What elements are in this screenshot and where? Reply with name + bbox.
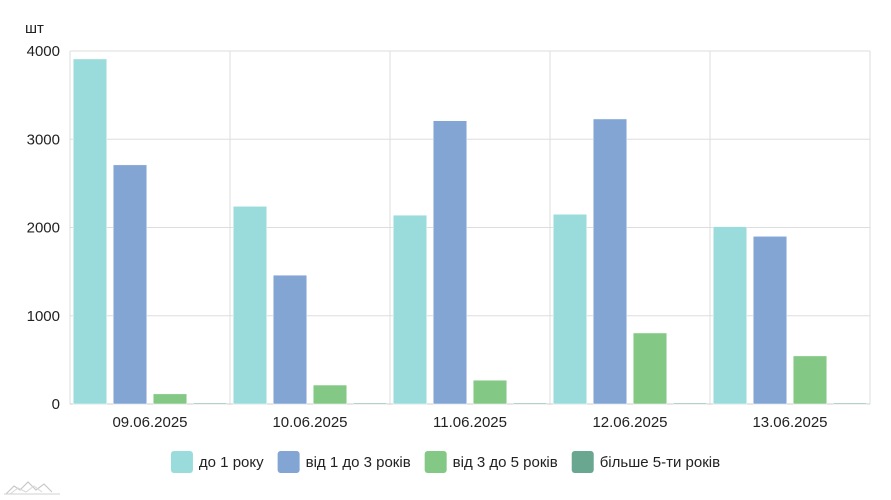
y-tick-label: 0 bbox=[52, 396, 60, 413]
bar[interactable] bbox=[552, 214, 588, 405]
bar[interactable] bbox=[752, 236, 788, 405]
bar[interactable] bbox=[72, 58, 108, 405]
bar[interactable] bbox=[232, 206, 268, 405]
legend-item[interactable]: від 1 до 3 років bbox=[277, 451, 411, 473]
legend-item[interactable]: від 3 до 5 років bbox=[424, 451, 558, 473]
watermark-logo-icon bbox=[4, 481, 60, 495]
x-tick-label: 10.06.2025 bbox=[272, 414, 347, 431]
legend-label: від 3 до 5 років bbox=[453, 454, 558, 471]
grid bbox=[69, 50, 871, 405]
legend-swatch bbox=[571, 451, 594, 473]
bar[interactable] bbox=[152, 393, 188, 405]
legend-label: більше 5-ти років bbox=[600, 454, 720, 471]
bars bbox=[72, 58, 868, 405]
legend-label: від 1 до 3 років bbox=[306, 454, 411, 471]
axes: шт 0 1000 2000 3000 4000 09.06.2025 10.06.2025… bbox=[25, 20, 828, 431]
y-axis-label: шт bbox=[25, 20, 44, 37]
bar[interactable] bbox=[392, 214, 428, 405]
y-tick-label: 3000 bbox=[27, 131, 60, 148]
bar[interactable] bbox=[112, 164, 148, 405]
legend-label: до 1 року bbox=[199, 454, 264, 471]
x-tick-label: 12.06.2025 bbox=[592, 414, 667, 431]
bar[interactable] bbox=[592, 118, 628, 405]
legend-swatch bbox=[170, 451, 193, 473]
bar[interactable] bbox=[832, 402, 868, 405]
bar[interactable] bbox=[712, 226, 748, 405]
legend-item[interactable]: до 1 року bbox=[170, 451, 264, 473]
legend: до 1 року від 1 до 3 років від 3 до 5 рокі… bbox=[170, 451, 720, 473]
bar[interactable] bbox=[792, 355, 828, 405]
legend-item[interactable]: більше 5-ти років bbox=[571, 451, 720, 473]
bar[interactable] bbox=[352, 402, 388, 405]
y-tick-label: 4000 bbox=[27, 43, 60, 60]
bar[interactable] bbox=[432, 120, 468, 405]
legend-swatch bbox=[277, 451, 300, 473]
bar[interactable] bbox=[512, 402, 548, 405]
x-tick-label: 09.06.2025 bbox=[112, 414, 187, 431]
bar[interactable] bbox=[472, 379, 508, 405]
bar[interactable] bbox=[272, 274, 308, 405]
bar[interactable] bbox=[192, 402, 228, 405]
y-tick-label: 2000 bbox=[27, 220, 60, 237]
bar[interactable] bbox=[632, 332, 668, 405]
legend-swatch bbox=[424, 451, 447, 473]
y-tick-label: 1000 bbox=[27, 308, 60, 325]
x-tick-label: 13.06.2025 bbox=[752, 414, 827, 431]
bar[interactable] bbox=[672, 402, 708, 405]
x-tick-label: 11.06.2025 bbox=[433, 414, 507, 431]
bar[interactable] bbox=[312, 384, 348, 405]
